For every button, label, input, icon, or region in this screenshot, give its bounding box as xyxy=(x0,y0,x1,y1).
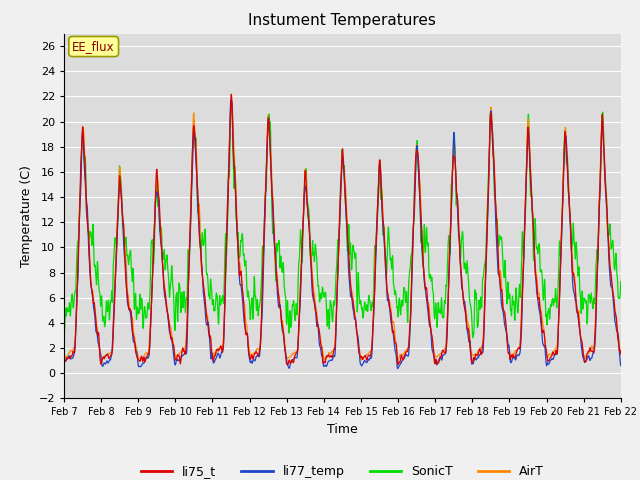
Title: Instument Temperatures: Instument Temperatures xyxy=(248,13,436,28)
Y-axis label: Temperature (C): Temperature (C) xyxy=(20,165,33,267)
SonicT xyxy=(371,244,379,250)
SonicT xyxy=(359,311,367,317)
AirT xyxy=(228,96,236,102)
li77_temp xyxy=(394,366,401,372)
AirT xyxy=(216,345,223,351)
AirT xyxy=(568,252,576,258)
Line: AirT: AirT xyxy=(64,99,621,360)
li75_t xyxy=(617,351,625,357)
li75_t xyxy=(371,284,379,289)
li77_temp xyxy=(60,359,68,365)
Line: li77_temp: li77_temp xyxy=(64,100,621,369)
AirT xyxy=(60,354,68,360)
li77_temp xyxy=(216,354,223,360)
SonicT xyxy=(617,279,625,285)
li75_t xyxy=(359,357,367,362)
li75_t xyxy=(60,356,68,362)
AirT xyxy=(617,352,625,358)
AirT xyxy=(359,356,367,361)
Line: li75_t: li75_t xyxy=(64,94,621,364)
li75_t xyxy=(216,347,223,352)
li75_t xyxy=(568,263,576,268)
li75_t xyxy=(505,350,513,356)
li77_temp xyxy=(584,355,591,360)
SonicT xyxy=(469,335,477,340)
Line: SonicT: SonicT xyxy=(64,103,621,337)
AirT xyxy=(505,344,513,350)
Legend: li75_t, li77_temp, SonicT, AirT: li75_t, li77_temp, SonicT, AirT xyxy=(136,460,548,480)
SonicT xyxy=(505,289,513,295)
AirT xyxy=(584,351,591,357)
AirT xyxy=(371,270,379,276)
SonicT xyxy=(60,325,68,331)
li77_temp xyxy=(371,286,379,291)
SonicT xyxy=(568,242,576,248)
li77_temp xyxy=(359,361,367,367)
li77_temp xyxy=(505,343,513,348)
li77_temp xyxy=(568,267,576,273)
li77_temp xyxy=(617,363,625,369)
li75_t xyxy=(394,361,402,367)
li75_t xyxy=(228,91,236,97)
SonicT xyxy=(227,100,235,106)
li75_t xyxy=(584,350,591,356)
Text: EE_flux: EE_flux xyxy=(72,40,115,53)
SonicT xyxy=(584,313,591,319)
li77_temp xyxy=(227,97,235,103)
SonicT xyxy=(216,301,223,307)
X-axis label: Time: Time xyxy=(327,423,358,436)
AirT xyxy=(394,358,402,363)
